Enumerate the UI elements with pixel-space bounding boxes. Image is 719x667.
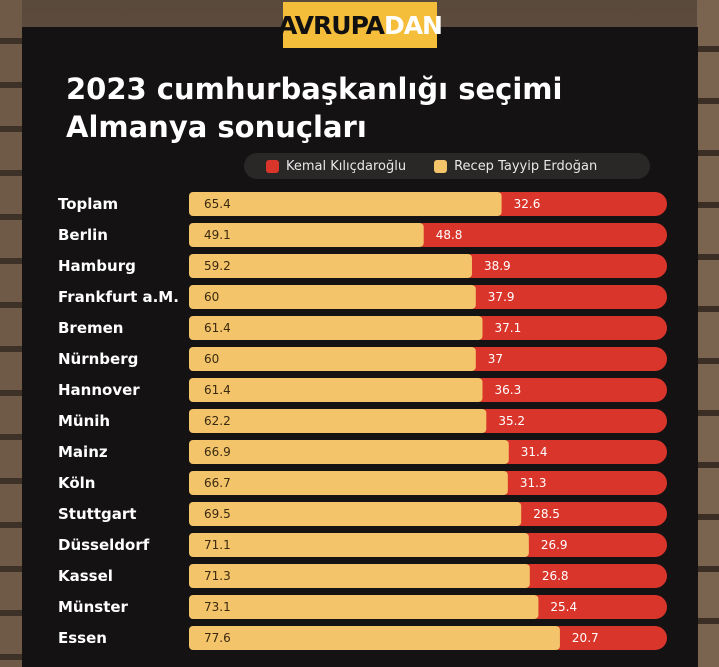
category-label-kassel: Kassel bbox=[58, 567, 113, 585]
value-label-erdogan-bremen: 61.4 bbox=[204, 321, 231, 335]
value-label-erdogan-hamburg: 59.2 bbox=[204, 259, 231, 273]
legend-swatch-kilicdaroglu bbox=[266, 159, 279, 173]
value-label-erdogan-frankfurt-a-m: 60 bbox=[204, 290, 219, 304]
value-label-erdogan-n-rnberg: 60 bbox=[204, 352, 219, 366]
bar-kilicdaroglu-d-sseldorf bbox=[516, 533, 667, 557]
bar-erdogan-bremen bbox=[189, 316, 483, 340]
value-label-kilicdaroglu-m-nster: 25.4 bbox=[550, 600, 577, 614]
value-label-erdogan-toplam: 65.4 bbox=[204, 197, 231, 211]
bar-kilicdaroglu-toplam bbox=[489, 192, 667, 216]
value-label-kilicdaroglu-frankfurt-a-m: 37.9 bbox=[488, 290, 515, 304]
bar-kilicdaroglu-k-ln bbox=[495, 471, 667, 495]
bar-kilicdaroglu-hannover bbox=[470, 378, 667, 402]
bar-erdogan-hamburg bbox=[189, 254, 472, 278]
value-label-erdogan-berlin: 49.1 bbox=[204, 228, 231, 242]
value-label-erdogan-essen: 77.6 bbox=[204, 631, 231, 645]
category-label-d-sseldorf: Düsseldorf bbox=[58, 536, 150, 554]
value-label-kilicdaroglu-k-ln: 31.3 bbox=[520, 476, 547, 490]
value-label-kilicdaroglu-kassel: 26.8 bbox=[542, 569, 569, 583]
value-label-erdogan-mainz: 66.9 bbox=[204, 445, 231, 459]
legend-label-erdogan: Recep Tayyip Erdoğan bbox=[454, 158, 598, 174]
bar-kilicdaroglu-m-nih bbox=[474, 409, 667, 433]
brand-logo: AVRUPA DAN bbox=[278, 2, 443, 48]
value-label-kilicdaroglu-hannover: 36.3 bbox=[494, 383, 521, 397]
legend-item-kilicdaroglu: Kemal Kılıçdaroğlu bbox=[266, 159, 406, 174]
bar-kilicdaroglu-m-nster bbox=[526, 595, 667, 619]
value-label-erdogan-stuttgart: 69.5 bbox=[204, 507, 231, 521]
bar-erdogan-essen bbox=[189, 626, 560, 650]
value-label-erdogan-hannover: 61.4 bbox=[204, 383, 231, 397]
category-label-mainz: Mainz bbox=[58, 443, 108, 461]
bar-erdogan-d-sseldorf bbox=[189, 533, 529, 557]
value-label-kilicdaroglu-n-rnberg: 37 bbox=[488, 352, 503, 366]
value-label-kilicdaroglu-d-sseldorf: 26.9 bbox=[541, 538, 568, 552]
category-label-n-rnberg: Nürnberg bbox=[58, 350, 138, 368]
bar-erdogan-toplam bbox=[189, 192, 502, 216]
bar-erdogan-stuttgart bbox=[189, 502, 522, 526]
bar-kilicdaroglu-bremen bbox=[470, 316, 667, 340]
bar-kilicdaroglu-essen bbox=[547, 626, 667, 650]
category-label-frankfurt-a-m: Frankfurt a.M. bbox=[58, 288, 179, 306]
bar-kilicdaroglu-hamburg bbox=[459, 254, 667, 278]
value-label-erdogan-m-nih: 62.2 bbox=[204, 414, 231, 428]
bar-kilicdaroglu-mainz bbox=[496, 440, 667, 464]
value-label-kilicdaroglu-bremen: 37.1 bbox=[494, 321, 521, 335]
value-label-kilicdaroglu-essen: 20.7 bbox=[572, 631, 599, 645]
legend-label-kilicdaroglu: Kemal Kılıçdaroğlu bbox=[286, 158, 407, 174]
chart-title: 2023 cumhurbaşkanlığı seçimi Almanya son… bbox=[66, 70, 666, 146]
value-label-erdogan-m-nster: 73.1 bbox=[204, 600, 231, 614]
bar-erdogan-k-ln bbox=[189, 471, 508, 495]
category-label-m-nster: Münster bbox=[58, 598, 129, 616]
bar-kilicdaroglu-stuttgart bbox=[509, 502, 667, 526]
category-label-toplam: Toplam bbox=[58, 195, 118, 213]
bar-erdogan-frankfurt-a-m bbox=[189, 285, 476, 309]
value-label-kilicdaroglu-hamburg: 38.9 bbox=[484, 259, 511, 273]
value-label-kilicdaroglu-toplam: 32.6 bbox=[514, 197, 541, 211]
category-label-hamburg: Hamburg bbox=[58, 257, 136, 275]
bar-kilicdaroglu-frankfurt-a-m bbox=[463, 285, 667, 309]
legend-swatch-erdogan bbox=[434, 159, 448, 173]
chart-title-line2: Almanya sonuçları bbox=[66, 110, 367, 144]
value-label-kilicdaroglu-stuttgart: 28.5 bbox=[533, 507, 560, 521]
chart-title-line1: 2023 cumhurbaşkanlığı seçimi bbox=[66, 72, 563, 106]
bar-kilicdaroglu-kassel bbox=[517, 564, 667, 588]
category-label-hannover: Hannover bbox=[58, 381, 140, 399]
bar-erdogan-n-rnberg bbox=[189, 347, 476, 371]
value-label-erdogan-kassel: 71.3 bbox=[204, 569, 231, 583]
bar-erdogan-m-nster bbox=[189, 595, 539, 619]
bar-erdogan-mainz bbox=[189, 440, 509, 464]
bar-kilicdaroglu-berlin bbox=[411, 223, 667, 247]
brand-logo-part2: DAN bbox=[383, 10, 443, 40]
bar-kilicdaroglu-n-rnberg bbox=[463, 347, 667, 371]
bar-erdogan-berlin bbox=[189, 223, 424, 247]
brand-logo-part1: AVRUPA bbox=[278, 10, 385, 40]
category-label-berlin: Berlin bbox=[58, 226, 108, 244]
value-label-kilicdaroglu-mainz: 31.4 bbox=[521, 445, 548, 459]
background-building-left bbox=[0, 0, 22, 667]
category-label-stuttgart: Stuttgart bbox=[58, 505, 136, 523]
category-label-m-nih: Münih bbox=[58, 412, 110, 430]
category-label-bremen: Bremen bbox=[58, 319, 124, 337]
category-label-k-ln: Köln bbox=[58, 474, 96, 492]
background-building-right bbox=[697, 0, 719, 667]
bar-erdogan-hannover bbox=[189, 378, 483, 402]
bar-erdogan-m-nih bbox=[189, 409, 487, 433]
value-label-erdogan-d-sseldorf: 71.1 bbox=[204, 538, 231, 552]
chart-legend: Kemal Kılıçdaroğlu Recep Tayyip Erdoğan bbox=[244, 153, 650, 179]
bar-erdogan-kassel bbox=[189, 564, 530, 588]
value-label-kilicdaroglu-m-nih: 35.2 bbox=[498, 414, 525, 428]
value-label-erdogan-k-ln: 66.7 bbox=[204, 476, 231, 490]
category-label-essen: Essen bbox=[58, 629, 107, 647]
legend-item-erdogan: Recep Tayyip Erdoğan bbox=[434, 159, 597, 174]
value-label-kilicdaroglu-berlin: 48.8 bbox=[436, 228, 463, 242]
